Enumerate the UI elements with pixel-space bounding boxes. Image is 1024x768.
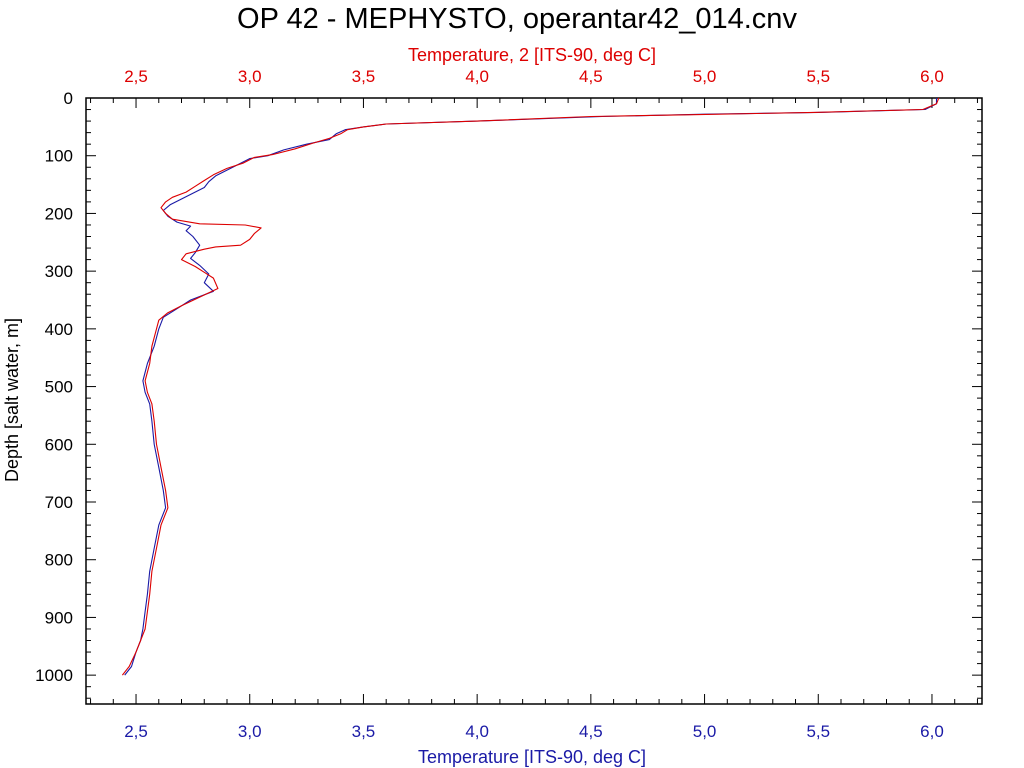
x-top-tick-label: 2,5 xyxy=(124,67,148,86)
y-tick-label: 300 xyxy=(45,262,73,281)
y-tick-label: 700 xyxy=(45,493,73,512)
y-tick-label: 800 xyxy=(45,551,73,570)
y-tick-label: 1000 xyxy=(35,666,73,685)
y-tick-label: 600 xyxy=(45,435,73,454)
x-top-tick-label: 4,5 xyxy=(579,67,603,86)
x-top-tick-label: 5,0 xyxy=(693,67,717,86)
x-top-tick-label: 3,5 xyxy=(352,67,376,86)
x-bottom-tick-label: 4,0 xyxy=(465,722,489,741)
x-bottom-tick-label: 3,5 xyxy=(352,722,376,741)
tick-labels: 0 100 200 300 400 500 600 700 800 900 1000 2,5 2,5 3,… xyxy=(35,67,944,741)
x-top-tick-label: 6,0 xyxy=(920,67,944,86)
x-bottom-tick-label: 6,0 xyxy=(920,722,944,741)
y-tick-label: 400 xyxy=(45,320,73,339)
series-1-line xyxy=(124,98,938,676)
y-axis-label: Depth [salt water, m] xyxy=(2,318,22,482)
x-top-axis-label: Temperature, 2 [ITS-90, deg C] xyxy=(408,45,656,65)
y-tick-label: 100 xyxy=(45,147,73,166)
x-bottom-tick-label: 3,0 xyxy=(238,722,262,741)
x-bottom-tick-label: 2,5 xyxy=(124,722,148,741)
series-lines xyxy=(121,97,940,676)
x-top-tick-label: 3,0 xyxy=(238,67,262,86)
series-2-line xyxy=(121,97,940,676)
chart-title: OP 42 - MEPHYSTO, operantar42_014.cnv xyxy=(237,3,797,35)
x-bottom-tick-label: 5,5 xyxy=(806,722,830,741)
x-bottom-tick-label: 4,5 xyxy=(579,722,603,741)
x-top-tick-label: 4,0 xyxy=(465,67,489,86)
y-tick-label: 900 xyxy=(45,608,73,627)
x-top-tick-label: 5,5 xyxy=(806,67,830,86)
x-bottom-tick-label: 5,0 xyxy=(693,722,717,741)
x-bottom-axis-label: Temperature [ITS-90, deg C] xyxy=(418,747,646,767)
y-tick-label: 0 xyxy=(64,89,73,108)
plot-frame xyxy=(85,97,983,705)
y-tick-label: 500 xyxy=(45,378,73,397)
axis-ticks xyxy=(86,97,982,704)
y-tick-label: 200 xyxy=(45,204,73,223)
